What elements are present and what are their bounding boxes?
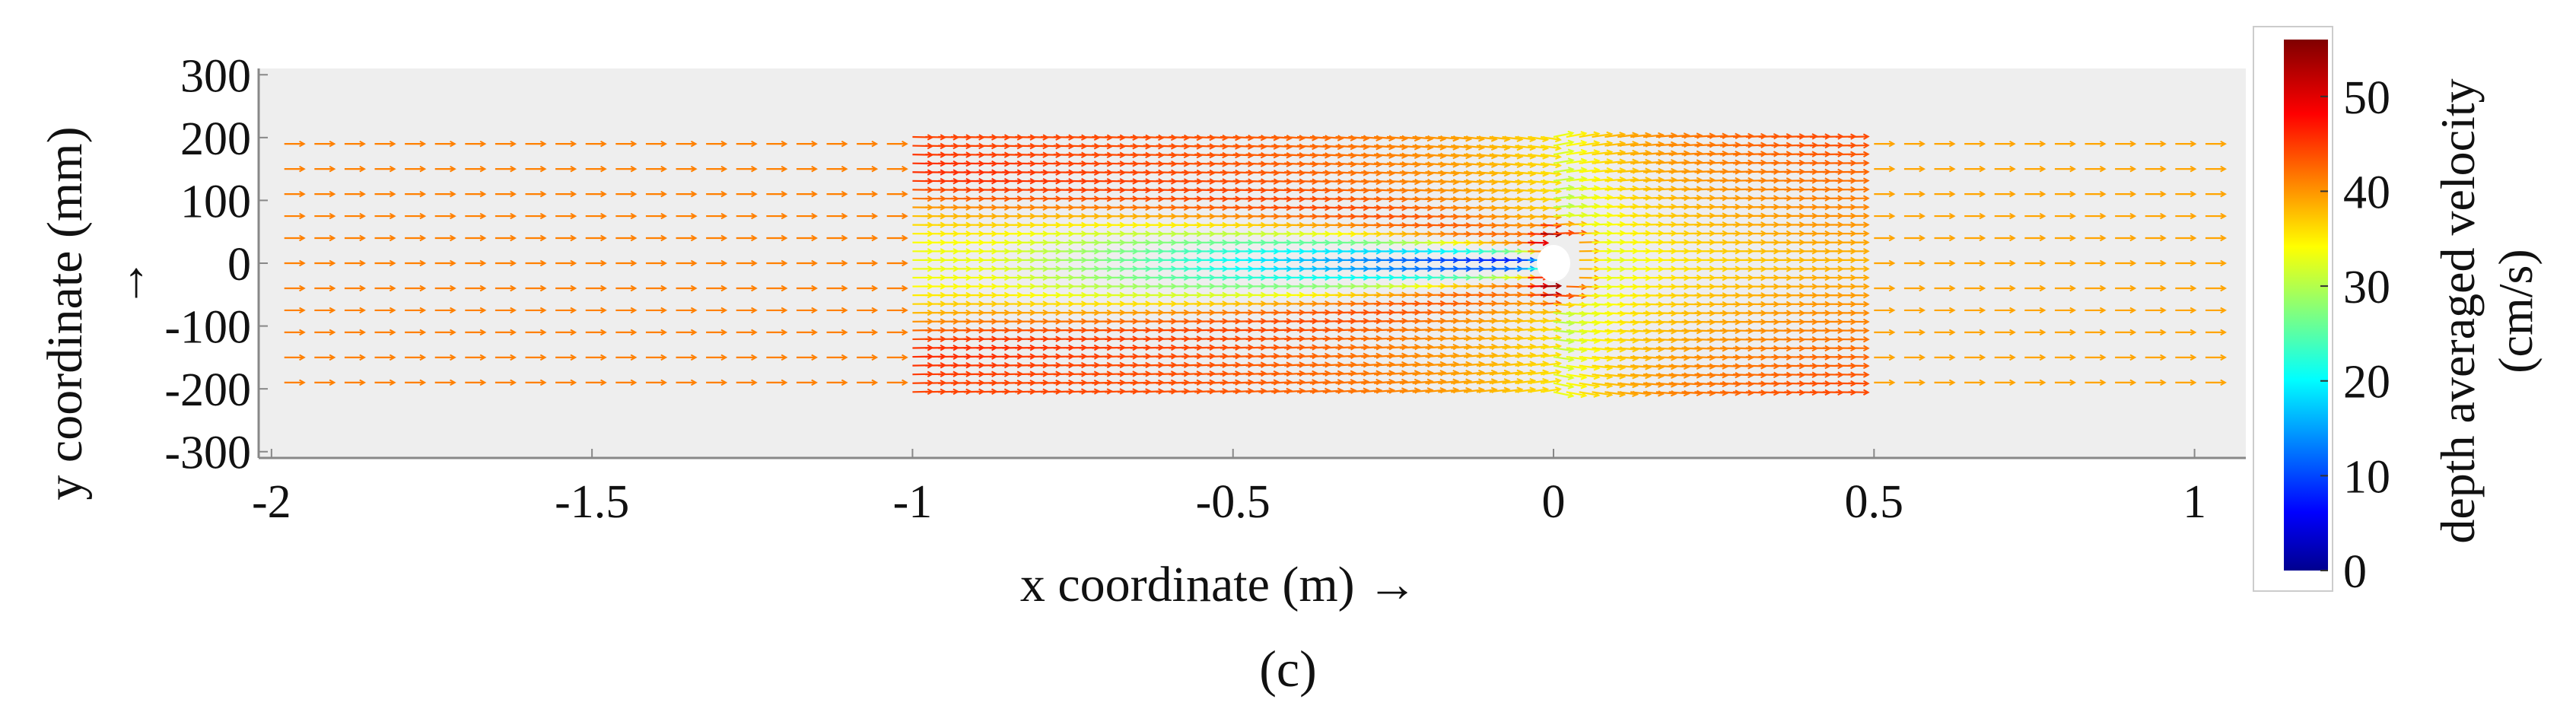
velocity-arrow — [1541, 286, 1560, 287]
velocity-arrow — [1849, 392, 1868, 393]
velocity-arrow — [1849, 136, 1868, 137]
